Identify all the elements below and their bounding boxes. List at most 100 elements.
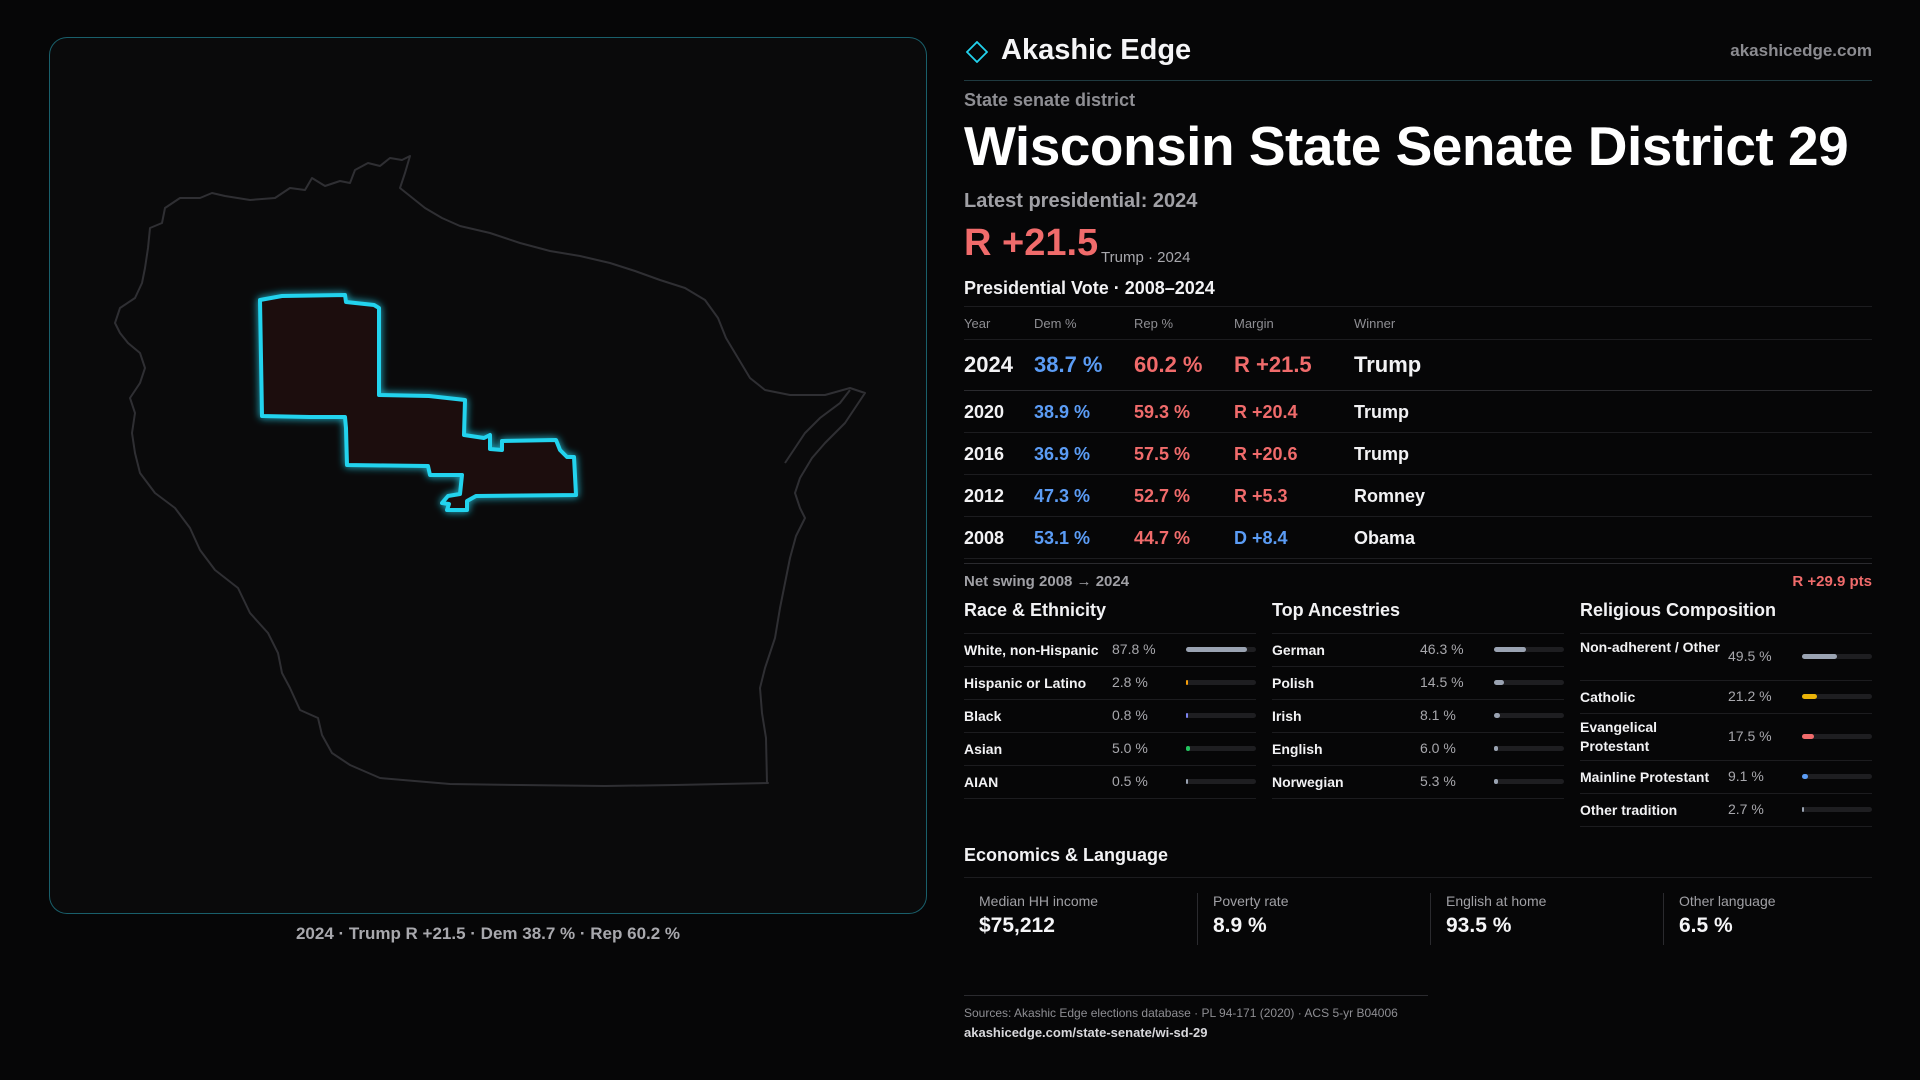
item-value: 0.5 % xyxy=(1112,773,1148,789)
item-label: Asian xyxy=(964,741,1003,757)
table-header: Year Dem % Rep % Margin Winner xyxy=(964,306,1872,340)
item-label: White, non-Hispanic xyxy=(964,642,1099,658)
bar-fill xyxy=(1494,779,1498,784)
econ-poverty: Poverty rate 8.9 % xyxy=(1197,893,1431,945)
year-cell: 2012 xyxy=(964,486,1005,506)
bar-track xyxy=(1802,694,1872,699)
bar-track xyxy=(1186,779,1256,784)
item-label: German xyxy=(1272,642,1325,658)
net-swing-label: Net swing 2008 → 2024 xyxy=(964,573,1130,590)
sources-url[interactable]: akashicedge.com/state-senate/wi-sd-29 xyxy=(964,1025,1208,1040)
item-label: English xyxy=(1272,741,1323,757)
rep-cell: 60.2 % xyxy=(1134,352,1203,377)
list-item: White, non-Hispanic 87.8 % xyxy=(964,634,1256,667)
margin-cell: D +8.4 xyxy=(1234,528,1288,548)
item-value: 17.5 % xyxy=(1728,728,1772,744)
rep-cell: 44.7 % xyxy=(1134,528,1191,548)
bar-track xyxy=(1494,680,1564,685)
econ-income: Median HH income $75,212 xyxy=(964,893,1197,945)
race-section: Race & Ethnicity White, non-Hispanic 87.8… xyxy=(964,600,1256,799)
item-value: 5.3 % xyxy=(1420,773,1456,789)
col-year: Year xyxy=(964,316,991,331)
bar-track xyxy=(1802,734,1872,739)
list-item: AIAN 0.5 % xyxy=(964,766,1256,799)
econ-value: 93.5 % xyxy=(1446,914,1512,937)
ancestry-section: Top Ancestries German 46.3 % Polish 14.5 % I… xyxy=(1272,600,1564,799)
bar-track xyxy=(1494,647,1564,652)
net-swing-value: R +29.9 pts xyxy=(1792,573,1872,590)
item-label: AIAN xyxy=(964,774,999,790)
list-item: Black 0.8 % xyxy=(964,700,1256,733)
item-value: 87.8 % xyxy=(1112,641,1156,657)
list-item: Polish 14.5 % xyxy=(1272,667,1564,700)
econ-label: English at home xyxy=(1446,893,1547,909)
item-value: 6.0 % xyxy=(1420,740,1456,756)
list-item: Norwegian 5.3 % xyxy=(1272,766,1564,799)
item-value: 49.5 % xyxy=(1728,648,1772,664)
year-cell: 2020 xyxy=(964,402,1005,422)
col-rep: Rep % xyxy=(1134,316,1174,331)
bar-fill xyxy=(1186,746,1190,751)
dem-cell: 38.9 % xyxy=(1034,402,1091,422)
rep-cell: 52.7 % xyxy=(1134,486,1191,506)
bar-track xyxy=(1802,774,1872,779)
margin-cell: R +20.4 xyxy=(1234,402,1298,422)
bar-track xyxy=(1802,654,1872,659)
econ-label: Poverty rate xyxy=(1213,893,1289,909)
winner-cell: Romney xyxy=(1354,486,1426,506)
year-cell: 2024 xyxy=(964,352,1013,377)
list-item: English 6.0 % xyxy=(1272,733,1564,766)
list-item: Other tradition 2.7 % xyxy=(1580,794,1872,827)
rep-cell: 57.5 % xyxy=(1134,444,1191,464)
district-type: State senate district xyxy=(964,90,1136,110)
bar-track xyxy=(1494,746,1564,751)
item-value: 2.7 % xyxy=(1728,801,1764,817)
list-item: Non-adherent / Other 49.5 % xyxy=(1580,634,1872,681)
list-item: Evangelical Protestant 17.5 % xyxy=(1580,714,1872,761)
bar-fill xyxy=(1802,694,1817,699)
net-swing: Net swing 2008 → 2024 R +29.9 pts xyxy=(964,563,1872,594)
bar-track xyxy=(1186,680,1256,685)
list-item: Irish 8.1 % xyxy=(1272,700,1564,733)
dem-cell: 53.1 % xyxy=(1034,528,1091,548)
ancestry-title: Top Ancestries xyxy=(1272,600,1564,634)
sources-line: Sources: Akashic Edge elections database… xyxy=(964,1006,1398,1020)
item-value: 0.8 % xyxy=(1112,707,1148,723)
bar-fill xyxy=(1802,807,1804,812)
item-label: Mainline Protestant xyxy=(1580,769,1710,785)
dem-cell: 38.7 % xyxy=(1034,352,1103,377)
page-title: Wisconsin State Senate District 29 xyxy=(964,115,1849,177)
bar-fill xyxy=(1186,713,1188,718)
item-value: 14.5 % xyxy=(1420,674,1464,690)
latest-label: Latest presidential: 2024 xyxy=(964,190,1198,212)
bar-fill xyxy=(1494,647,1527,652)
list-item: German 46.3 % xyxy=(1272,634,1564,667)
item-value: 46.3 % xyxy=(1420,641,1464,657)
item-label: Irish xyxy=(1272,708,1302,724)
table-row: 2024 38.7 % 60.2 % R +21.5 Trump xyxy=(964,340,1872,391)
district-29-shape[interactable] xyxy=(258,293,578,512)
table-row: 2016 36.9 % 57.5 % R +20.6 Trump xyxy=(964,433,1872,475)
col-winner: Winner xyxy=(1354,316,1396,331)
item-label: Evangelical Protestant xyxy=(1580,719,1658,754)
year-cell: 2008 xyxy=(964,528,1005,548)
year-cell: 2016 xyxy=(964,444,1005,464)
brand-header: Akashic Edge akashicedge.com xyxy=(964,32,1872,81)
presidential-table: Year Dem % Rep % Margin Winner 2024 38.7 … xyxy=(964,306,1872,559)
brand-name[interactable]: Akashic Edge xyxy=(1001,34,1192,66)
presidential-title: Presidential Vote · 2008–2024 xyxy=(964,278,1215,298)
item-label: Catholic xyxy=(1580,689,1636,705)
bar-fill xyxy=(1494,713,1500,718)
bar-track xyxy=(1494,779,1564,784)
bar-fill xyxy=(1802,654,1837,659)
margin-cell: R +5.3 xyxy=(1234,486,1288,506)
religion-title: Religious Composition xyxy=(1580,600,1872,634)
peninsula-line xyxy=(784,389,851,464)
econ-label: Other language xyxy=(1679,893,1776,909)
item-value: 8.1 % xyxy=(1420,707,1456,723)
bar-fill xyxy=(1186,779,1188,784)
headline-margin: R +21.5 xyxy=(964,222,1099,264)
brand-url[interactable]: akashicedge.com xyxy=(1730,41,1872,60)
bar-track xyxy=(1186,647,1256,652)
econ-value: 6.5 % xyxy=(1679,914,1733,937)
